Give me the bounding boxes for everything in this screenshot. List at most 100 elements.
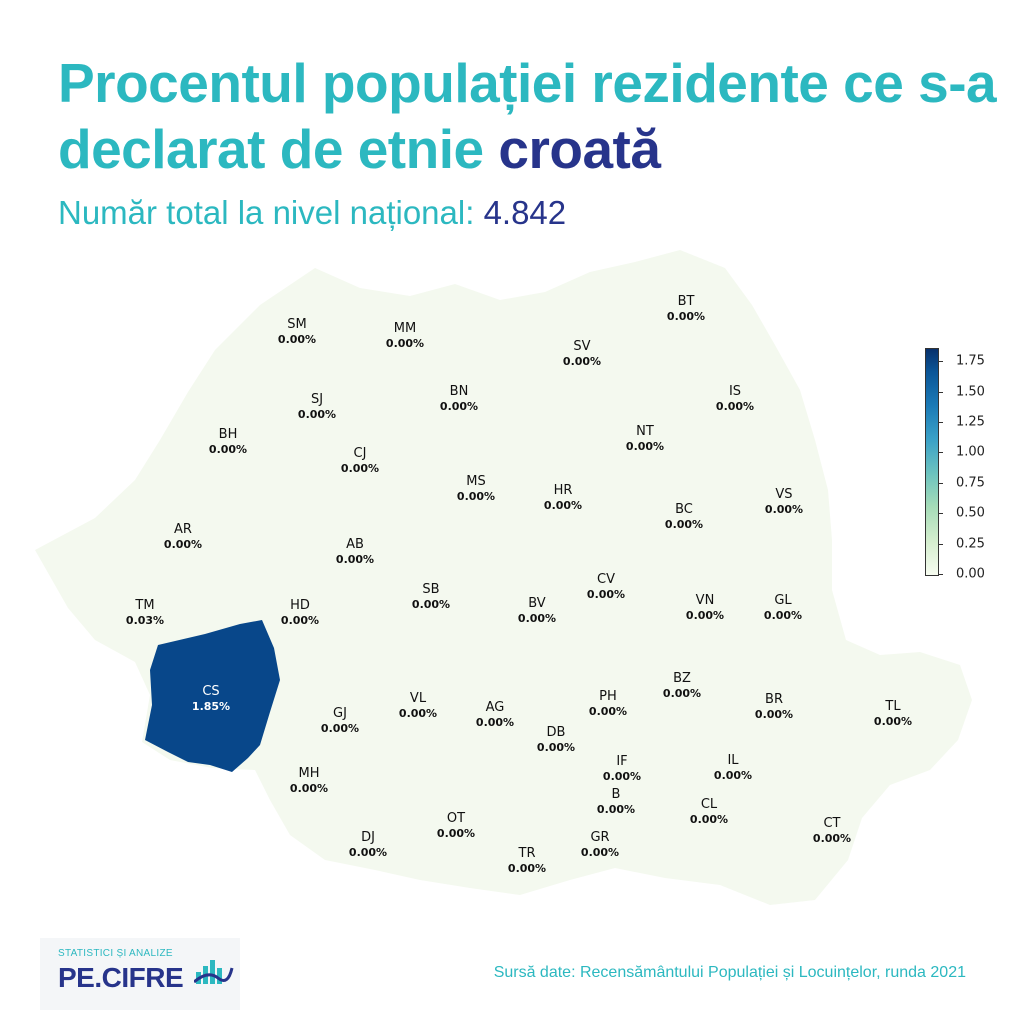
bar-chart-icon xyxy=(194,960,234,984)
county-code: MH xyxy=(298,766,320,781)
county-code: BH xyxy=(218,427,238,442)
county-code: AR xyxy=(174,522,192,537)
subtitle: Număr total la nivel național: 4.842 xyxy=(58,194,566,232)
county-code: DJ xyxy=(361,830,375,845)
county-value: 0.00% xyxy=(348,846,388,859)
county-value: 0.00% xyxy=(625,440,665,453)
county-label-mm: MM 0.00% xyxy=(386,321,424,351)
county-value: 0.00% xyxy=(685,609,725,622)
page-title: Procentul populației rezidente ce s-a de… xyxy=(58,50,998,182)
county-code: VN xyxy=(695,593,715,608)
county-label-vs: VS 0.00% xyxy=(765,487,803,517)
county-code: IS xyxy=(728,384,742,399)
county-label-gr: GR 0.00% xyxy=(581,830,619,860)
county-label-ot: OT 0.00% xyxy=(437,811,475,841)
county-value: 0.00% xyxy=(507,862,547,875)
colorbar-tick-label: 1.25 xyxy=(956,414,985,430)
county-label-bv: BV 0.00% xyxy=(518,596,556,626)
county-code: TM xyxy=(135,598,155,613)
county-code: SJ xyxy=(310,392,324,407)
county-value: 0.00% xyxy=(664,518,704,531)
county-code: BT xyxy=(677,294,695,309)
colorbar-tick-label: 1.00 xyxy=(956,444,985,460)
county-value: 0.00% xyxy=(562,355,602,368)
county-label-cj: CJ 0.00% xyxy=(341,446,379,476)
county-value: 0.00% xyxy=(320,722,360,735)
county-label-cv: CV 0.00% xyxy=(587,572,625,602)
county-label-tl: TL 0.00% xyxy=(874,699,912,729)
county-code: CL xyxy=(700,797,718,812)
county-value: 0.00% xyxy=(536,741,576,754)
county-value: 0.00% xyxy=(588,705,628,718)
county-value: 0.00% xyxy=(763,609,803,622)
county-code: PH xyxy=(599,689,617,704)
county-label-nt: NT 0.00% xyxy=(626,424,664,454)
county-code: GR xyxy=(590,830,610,845)
county-code: SV xyxy=(573,339,591,354)
colorbar-tick-mark xyxy=(938,452,943,454)
county-label-bz: BZ 0.00% xyxy=(663,671,701,701)
colorbar-tick-mark xyxy=(938,513,943,515)
county-value: 0.00% xyxy=(754,708,794,721)
county-label-ms: MS 0.00% xyxy=(457,474,495,504)
county-cs-region xyxy=(145,620,280,772)
county-value: 1.85% xyxy=(191,700,231,713)
colorbar-tick-mark xyxy=(938,482,943,484)
county-label-ct: CT 0.00% xyxy=(813,816,851,846)
county-code: IL xyxy=(727,753,739,768)
county-code: BR xyxy=(765,692,783,707)
colorbar-tick-mark xyxy=(938,361,943,363)
county-value: 0.00% xyxy=(439,400,479,413)
county-label-ab: AB 0.00% xyxy=(336,537,374,567)
county-value: 0.00% xyxy=(662,687,702,700)
county-code: B xyxy=(611,787,621,802)
county-label-il: IL 0.00% xyxy=(714,753,752,783)
colorbar-tick-label: 0.75 xyxy=(956,475,985,491)
county-value: 0.00% xyxy=(385,337,425,350)
county-label-vl: VL 0.00% xyxy=(399,691,437,721)
colorbar-tick-label: 0.00 xyxy=(956,566,985,582)
county-value: 0.00% xyxy=(543,499,583,512)
county-value: 0.00% xyxy=(436,827,476,840)
title-main: Procentul populației rezidente ce s-a de… xyxy=(58,52,997,180)
county-code: BV xyxy=(528,596,546,611)
county-code: CS xyxy=(202,684,220,699)
county-code: CV xyxy=(597,572,615,587)
county-code: SB xyxy=(422,582,440,597)
county-code: BC xyxy=(675,502,693,517)
county-label-dj: DJ 0.00% xyxy=(349,830,387,860)
county-label-gl: GL 0.00% xyxy=(764,593,802,623)
county-code: IF xyxy=(616,754,628,769)
county-value: 0.00% xyxy=(398,707,438,720)
county-value: 0.03% xyxy=(125,614,165,627)
county-value: 0.00% xyxy=(666,310,706,323)
county-label-ph: PH 0.00% xyxy=(589,689,627,719)
county-label-gj: GJ 0.00% xyxy=(321,706,359,736)
county-label-ag: AG 0.00% xyxy=(476,700,514,730)
logo-name: PE.CIFRE xyxy=(58,962,184,993)
county-code: GJ xyxy=(333,706,347,721)
county-code: CJ xyxy=(353,446,367,461)
subtitle-value: 4.842 xyxy=(483,194,567,231)
county-label-bc: BC 0.00% xyxy=(665,502,703,532)
county-value: 0.00% xyxy=(596,803,636,816)
logo-tagline: STATISTICI ȘI ANALIZE xyxy=(58,948,173,959)
county-label-mh: MH 0.00% xyxy=(290,766,328,796)
county-value: 0.00% xyxy=(411,598,451,611)
county-label-is: IS 0.00% xyxy=(716,384,754,414)
county-value: 0.00% xyxy=(517,612,557,625)
county-code: DB xyxy=(546,725,566,740)
colorbar xyxy=(925,348,939,576)
county-value: 0.00% xyxy=(715,400,755,413)
county-value: 0.00% xyxy=(297,408,337,421)
county-label-sm: SM 0.00% xyxy=(278,317,316,347)
county-code: OT xyxy=(446,811,466,826)
county-label-cl: CL 0.00% xyxy=(690,797,728,827)
county-code: TR xyxy=(518,846,536,861)
county-label-hd: HD 0.00% xyxy=(281,598,319,628)
county-label-sb: SB 0.00% xyxy=(412,582,450,612)
county-label-sj: SJ 0.00% xyxy=(298,392,336,422)
county-value: 0.00% xyxy=(689,813,729,826)
source-note: Sursă date: Recensământului Populației ș… xyxy=(493,964,966,981)
